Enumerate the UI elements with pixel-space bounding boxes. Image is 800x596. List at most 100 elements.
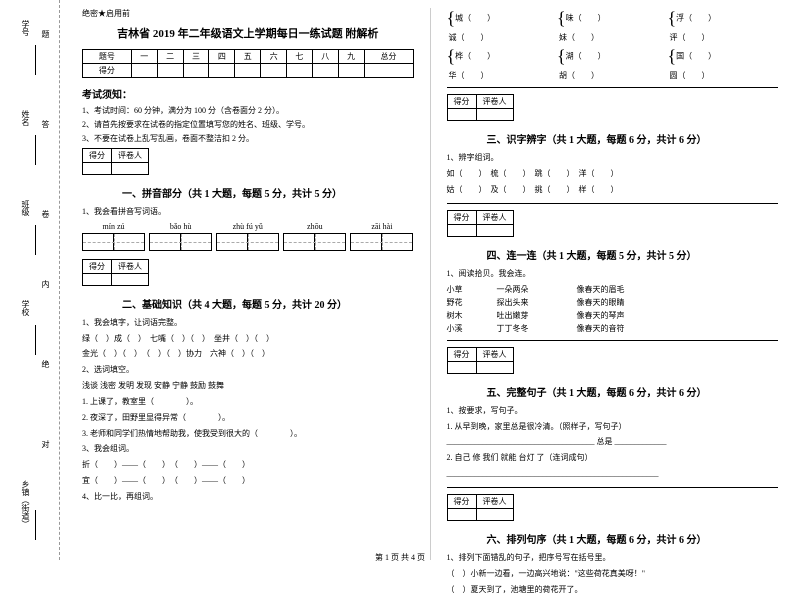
pinyin-row: mín zú bǎo hù zhù fú yǔ zhōu zāi hài [82,222,414,231]
fill: 3. 老师和同学们热情地帮助我，使我受到很大的（ ）。 [82,428,414,441]
score-box: 得分评卷人 [447,210,514,237]
fill: 宜（ ）——（ ） （ ）——（ ） [82,475,414,488]
th: 八 [312,50,338,64]
score-box: 得分评卷人 [447,494,514,521]
field-name: 姓名 [20,110,31,126]
right-column: {城（ ） {味（ ） {浮（ ） 诚（ ） 妹（ ） 评（ ） {桦（ ） {… [435,8,791,560]
field-line [35,135,36,165]
pinyin: zhù fú yǔ [216,222,279,231]
sb-c1: 得分 [447,95,476,109]
q5-1: 1、按要求，写句子。 [447,405,779,417]
th: 三 [183,50,209,64]
section-5-title: 五、完整句子（共 1 大题，每题 6 分，共计 6 分） [447,384,779,399]
fill: 2. 自己 修 我们 就能 台灯 了（连词成句） [447,452,779,465]
th: 九 [338,50,364,64]
fill: _____________________________________ 总是… [447,436,779,449]
score-table: 题号 一 二 三 四 五 六 七 八 九 总分 得分 [82,49,414,78]
pinyin: zhōu [283,222,346,231]
cutmark: 题 [40,30,51,38]
q2-1: 1、我会填字，让词语完整。 [82,317,414,329]
words: 浅谈 浅密 发明 发现 安静 宁静 鼓励 鼓舞 [82,380,414,393]
q1-1: 1、我会看拼音写词语。 [82,206,414,218]
sb-c2: 评卷人 [112,148,149,162]
q2-2: 2、选词填空。 [82,364,414,376]
match-row: 树木吐出嫩芽像春天的琴声 [447,310,779,321]
pinyin: zāi hài [350,222,413,231]
th: 六 [261,50,287,64]
char-pair: {城（ ） {味（ ） {浮（ ） [447,8,779,29]
notice-item: 3、不要在试卷上乱写乱画，卷面不整洁扣 2 分。 [82,133,414,144]
fill: 1. 从早到晚，家里总是很冷清。（照样子，写句子） [447,421,779,434]
notice-item: 2、请首先按要求在试卷的指定位置填写您的姓名、班级、学号。 [82,119,414,130]
th: 一 [131,50,157,64]
field-line [35,325,36,355]
sb-c2: 评卷人 [476,347,513,361]
score-box: 得分评卷人 [82,148,149,175]
fill: ________________________________________… [447,468,779,481]
notice-title: 考试须知： [82,86,414,101]
section-4-title: 四、连一连（共 1 大题，每题 5 分，共计 5 分） [447,247,779,262]
pinyin: bǎo hù [149,222,212,231]
th: 七 [287,50,313,64]
char-pair: 华（ ） 胡（ ） 圆（ ） [447,70,779,81]
char-grid [82,233,414,251]
sb-c2: 评卷人 [476,494,513,508]
page-footer: 第 1 页 共 4 页 [0,552,800,563]
sb-c1: 得分 [447,347,476,361]
char-pair: {桦（ ） {湖（ ） {国（ ） [447,46,779,67]
char-pair: 诚（ ） 妹（ ） 评（ ） [447,32,779,43]
match-row: 野花探出头来像春天的眼睛 [447,297,779,308]
field-town: 乡镇（街道） [20,480,31,528]
pinyin: mín zú [82,222,145,231]
fill: 1. 上课了，教室里（ ）。 [82,396,414,409]
exam-title: 吉林省 2019 年二年级语文上学期每日一练试题 附解析 [82,25,414,41]
th: 四 [209,50,235,64]
fill: 金光（ ）（ ） （ ）（ ）协力 六神（ ）（ ） [82,348,414,361]
q2-3: 3、我会组词。 [82,443,414,455]
notice-item: 1、考试时间：60 分钟，满分为 100 分（含卷面分 2 分）。 [82,105,414,116]
th: 五 [235,50,261,64]
score-box: 得分评卷人 [447,347,514,374]
section-3-title: 三、识字辨字（共 1 大题，每题 6 分，共计 6 分） [447,131,779,146]
cutmark: 对 [40,440,51,448]
th: 二 [157,50,183,64]
match-row: 小溪丁丁冬冬像春天的音符 [447,323,779,334]
cutmark: 绝 [40,360,51,368]
field-line [35,45,36,75]
binding-margin: 学号 题 姓名 答 班级 卷 学校 内 绝 对 乡镇（街道） [0,0,60,560]
fill: 2. 夜深了，田野里显得异常（ ）。 [82,412,414,425]
sb-c2: 评卷人 [112,259,149,273]
th: 总分 [364,50,413,64]
field-class: 班级 [20,200,31,216]
left-column: 绝密★启用前 吉林省 2019 年二年级语文上学期每日一练试题 附解析 题号 一… [70,8,426,560]
sb-c1: 得分 [447,210,476,224]
q2-4: 4、比一比，再组词。 [82,491,414,503]
match-row: 小草一朵两朵像春天的眉毛 [447,284,779,295]
fill: 折（ ）——（ ） （ ）——（ ） [82,459,414,472]
q3-1: 1、辨字组词。 [447,152,779,164]
section-1-title: 一、拼音部分（共 1 大题，每题 5 分，共计 5 分） [82,185,414,200]
cutmark: 答 [40,120,51,128]
row-label: 得分 [83,64,132,78]
score-box: 得分评卷人 [82,259,149,286]
fill: 姑（ ） 及（ ） 挑（ ） 样（ ） [447,184,779,197]
section-2-title: 二、基础知识（共 4 大题，每题 5 分，共计 20 分） [82,296,414,311]
field-school: 学校 [20,300,31,316]
q4-1: 1、阅读拾贝。我会连。 [447,268,779,280]
sb-c1: 得分 [83,259,112,273]
fill: （ ）夏天到了，池塘里的荷花开了。 [447,584,779,596]
sb-c2: 评卷人 [476,95,513,109]
cutmark: 卷 [40,210,51,218]
fill: 绿（ ）成（ ） 七嘴（ ）（ ） 坐井（ ）（ ） [82,333,414,346]
field-student-id: 学号 [20,20,31,36]
field-line [35,510,36,540]
score-box: 得分评卷人 [447,94,514,121]
column-divider [430,8,431,560]
cutmark: 内 [40,280,51,288]
field-line [35,225,36,255]
fill: 如（ ） 梳（ ） 跳（ ） 洋（ ） [447,168,779,181]
confidential-label: 绝密★启用前 [82,8,414,19]
sb-c2: 评卷人 [476,210,513,224]
fill: （ ）小新一边看，一边高兴地说："这些荷花真美呀！" [447,568,779,581]
th: 题号 [83,50,132,64]
